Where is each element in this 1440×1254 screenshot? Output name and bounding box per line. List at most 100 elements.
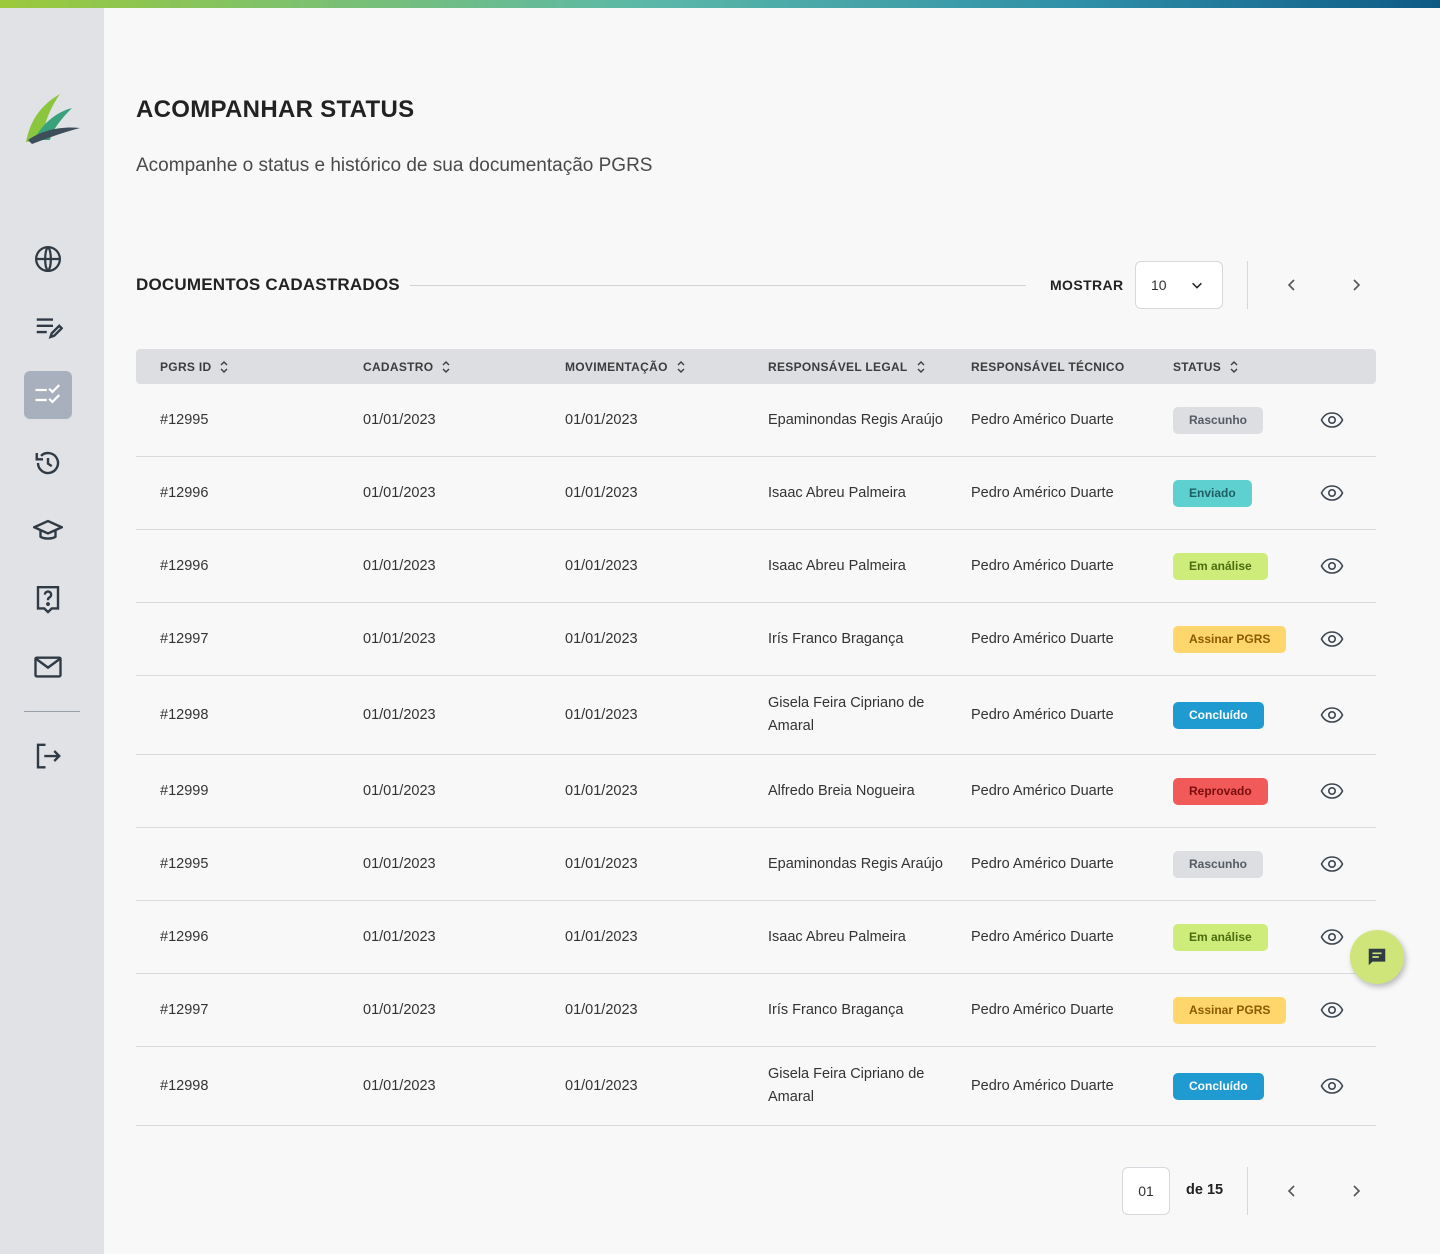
column-label: STATUS — [1173, 360, 1221, 374]
view-eye-icon[interactable] — [1320, 554, 1344, 578]
table-row: #12995 01/01/2023 01/01/2023 Epaminondas Re… — [136, 828, 1376, 901]
sidebar-item-edit[interactable] — [24, 303, 72, 351]
column-header-movimentacao[interactable]: MOVIMENTAÇÃO — [565, 349, 686, 384]
chevron-right-icon — [1348, 1183, 1364, 1199]
cell-movimentacao: 01/01/2023 — [565, 1047, 755, 1125]
globe-icon — [33, 244, 63, 274]
top-gradient-bar — [0, 0, 1440, 8]
cell-movimentacao: 01/01/2023 — [565, 530, 755, 602]
chevron-left-icon — [1284, 1183, 1300, 1199]
cell-cadastro: 01/01/2023 — [363, 755, 553, 827]
current-page-input[interactable]: 01 — [1122, 1167, 1170, 1215]
column-header-responsavel-legal[interactable]: RESPONSÁVEL LEGAL — [768, 349, 926, 384]
checklist-icon — [33, 380, 63, 410]
table-row: #12996 01/01/2023 01/01/2023 Isaac Abreu Pa… — [136, 901, 1376, 974]
cell-movimentacao: 01/01/2023 — [565, 974, 755, 1046]
cell-responsavel-legal: Epaminondas Regis Araújo — [768, 384, 958, 456]
cell-pgrs-id: #12998 — [160, 676, 350, 754]
column-label: RESPONSÁVEL TÉCNICO — [971, 360, 1125, 374]
cell-cadastro: 01/01/2023 — [363, 384, 553, 456]
sidebar-item-history[interactable] — [24, 439, 72, 487]
view-eye-icon[interactable] — [1320, 852, 1344, 876]
view-eye-icon[interactable] — [1320, 408, 1344, 432]
pagination-separator — [1247, 1167, 1248, 1215]
sort-icon — [441, 360, 451, 374]
cell-cadastro: 01/01/2023 — [363, 457, 553, 529]
column-label: CADASTRO — [363, 360, 433, 374]
cell-status: Rascunho — [1173, 828, 1313, 900]
help-icon — [33, 584, 63, 614]
sidebar-item-training[interactable] — [24, 507, 72, 555]
table-row: #12995 01/01/2023 01/01/2023 Epaminondas Re… — [136, 384, 1376, 457]
page-size-value: 10 — [1151, 277, 1167, 293]
status-badge: Concluído — [1173, 702, 1264, 729]
cell-responsavel-legal: Irís Franco Bragança — [768, 974, 958, 1046]
cell-responsavel-legal: Irís Franco Bragança — [768, 603, 958, 675]
cell-status: Enviado — [1173, 457, 1313, 529]
sidebar-item-help[interactable] — [24, 575, 72, 623]
cell-pgrs-id: #12997 — [160, 603, 350, 675]
view-eye-icon[interactable] — [1320, 779, 1344, 803]
logout-icon — [33, 741, 63, 771]
next-page-button[interactable] — [1340, 269, 1372, 301]
cell-cadastro: 01/01/2023 — [363, 676, 553, 754]
pagination-next-button[interactable] — [1340, 1175, 1372, 1207]
column-label: RESPONSÁVEL LEGAL — [768, 360, 908, 374]
cell-pgrs-id: #12998 — [160, 1047, 350, 1125]
cell-responsavel-tecnico: Pedro Américo Duarte — [971, 676, 1161, 754]
chat-button[interactable] — [1350, 930, 1404, 984]
logo-icon — [24, 90, 82, 144]
history-icon — [33, 448, 63, 478]
page-size-label: MOSTRAR — [1050, 277, 1124, 293]
table-row: #12999 01/01/2023 01/01/2023 Alfredo Breia … — [136, 755, 1376, 828]
view-eye-icon[interactable] — [1320, 1074, 1344, 1098]
cell-movimentacao: 01/01/2023 — [565, 384, 755, 456]
cell-responsavel-tecnico: Pedro Américo Duarte — [971, 457, 1161, 529]
status-badge: Rascunho — [1173, 851, 1263, 878]
sidebar-divider — [24, 711, 80, 712]
status-badge: Reprovado — [1173, 778, 1268, 805]
cell-movimentacao: 01/01/2023 — [565, 603, 755, 675]
table-row: #12998 01/01/2023 01/01/2023 Gisela Feira C… — [136, 1047, 1376, 1126]
cell-responsavel-legal: Gisela Feira Cipriano de Amaral — [768, 676, 958, 754]
sidebar-item-globe[interactable] — [24, 235, 72, 283]
sidebar-item-status[interactable] — [24, 371, 72, 419]
cell-pgrs-id: #12999 — [160, 755, 350, 827]
sort-icon — [219, 360, 229, 374]
pagination-prev-button[interactable] — [1276, 1175, 1308, 1207]
sidebar-item-logout[interactable] — [24, 732, 72, 780]
view-eye-icon[interactable] — [1320, 925, 1344, 949]
cell-responsavel-legal: Isaac Abreu Palmeira — [768, 530, 958, 602]
view-eye-icon[interactable] — [1320, 627, 1344, 651]
cell-responsavel-tecnico: Pedro Américo Duarte — [971, 901, 1161, 973]
view-eye-icon[interactable] — [1320, 481, 1344, 505]
cell-responsavel-tecnico: Pedro Américo Duarte — [971, 384, 1161, 456]
prev-page-button[interactable] — [1276, 269, 1308, 301]
section-title: DOCUMENTOS CADASTRADOS — [136, 275, 400, 295]
table-header: PGRS ID CADASTRO MOVIMENTAÇÃO RESPONSÁVE… — [136, 349, 1376, 384]
view-eye-icon[interactable] — [1320, 703, 1344, 727]
mail-icon — [33, 652, 63, 682]
status-badge: Concluído — [1173, 1073, 1264, 1100]
status-badge: Enviado — [1173, 480, 1252, 507]
cell-responsavel-legal: Gisela Feira Cipriano de Amaral — [768, 1047, 958, 1125]
page-size-select[interactable]: 10 — [1135, 261, 1223, 309]
sidebar-item-mail[interactable] — [24, 643, 72, 691]
cell-status: Assinar PGRS — [1173, 603, 1313, 675]
cell-cadastro: 01/01/2023 — [363, 974, 553, 1046]
column-header-cadastro[interactable]: CADASTRO — [363, 349, 451, 384]
sort-icon — [916, 360, 926, 374]
cell-responsavel-tecnico: Pedro Américo Duarte — [971, 603, 1161, 675]
status-badge: Rascunho — [1173, 407, 1263, 434]
table-row: #12998 01/01/2023 01/01/2023 Gisela Feira C… — [136, 676, 1376, 755]
view-eye-icon[interactable] — [1320, 998, 1344, 1022]
cell-responsavel-tecnico: Pedro Américo Duarte — [971, 1047, 1161, 1125]
column-header-status[interactable]: STATUS — [1173, 349, 1239, 384]
column-label: MOVIMENTAÇÃO — [565, 360, 668, 374]
chevron-left-icon — [1284, 277, 1300, 293]
cell-pgrs-id: #12995 — [160, 828, 350, 900]
column-header-pgrs-id[interactable]: PGRS ID — [160, 349, 229, 384]
cell-responsavel-tecnico: Pedro Américo Duarte — [971, 755, 1161, 827]
cell-pgrs-id: #12997 — [160, 974, 350, 1046]
sort-icon — [676, 360, 686, 374]
